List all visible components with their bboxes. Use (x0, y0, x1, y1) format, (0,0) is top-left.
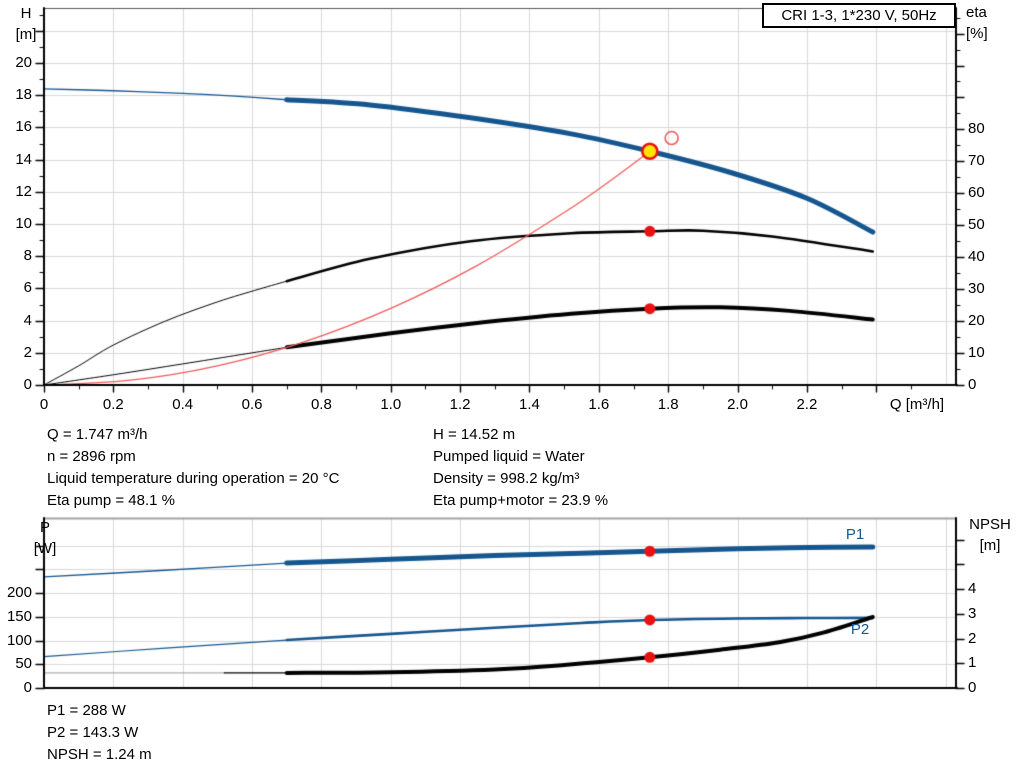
y-left-tick-label: 16 (15, 118, 32, 136)
y-right-tick-label: 1 (968, 654, 977, 672)
x-tick-label: 1.8 (657, 396, 679, 413)
info-line-eta-pump-motor: Eta pump+motor = 23.9 % (433, 492, 609, 509)
npsh-axis-unit: [m] (979, 537, 1001, 554)
y-right-tick-label: 0 (968, 376, 977, 393)
npsh-axis-symbol: NPSH (969, 516, 1011, 533)
y-left-tick-label: 20 (15, 54, 32, 72)
x-tick-label: 1.2 (449, 396, 471, 413)
y-left-tick-label: 12 (15, 182, 32, 200)
x-tick-label: 0.4 (172, 396, 194, 413)
y-left-tick-label: 150 (6, 607, 32, 625)
y-left-tick-label: 200 (6, 584, 32, 602)
info-line-eta-pump: Eta pump = 48.1 % (47, 492, 175, 509)
y-left-tick-label: 4 (23, 311, 32, 329)
info-line-speed: n = 2896 rpm (47, 448, 136, 465)
info-line-head: H = 14.52 m (433, 426, 516, 443)
y-left-tick-label: 2 (23, 343, 32, 361)
y-right-tick-label: 0 (968, 679, 977, 696)
head-axis-unit: [m] (15, 26, 37, 43)
x-tick-label: 2.2 (796, 396, 818, 413)
eta-axis-title: eta [%] (966, 2, 1010, 44)
eta-axis-symbol: eta (966, 4, 987, 21)
power-axis-unit: [W] (33, 540, 57, 557)
info-line-q: Q = 1.747 m³/h (47, 426, 148, 443)
y-right-tick-label: 3 (968, 604, 977, 622)
y-right-tick-label: 2 (968, 629, 977, 647)
info-line-temperature: Liquid temperature during operation = 20… (47, 470, 340, 487)
x-tick-label: 1.4 (519, 396, 540, 413)
x-tick-label: 0.2 (102, 396, 124, 413)
pump-title-box: CRI 1-3, 1*230 V, 50Hz (762, 3, 956, 28)
duty-info-right-column: H = 14.52 m Pumped liquid = Water Densit… (433, 424, 608, 512)
y-right-tick-label: 60 (968, 184, 985, 202)
y-left-tick-label: 50 (15, 655, 32, 673)
head-axis-title: H [m] (8, 3, 44, 45)
y-left-tick-label: 8 (23, 247, 32, 265)
x-tick-label: 1.0 (380, 396, 402, 413)
y-left-tick-label: 0 (23, 376, 32, 393)
flow-axis-title: Q [m³/h] (889, 396, 945, 413)
y-right-tick-label: 20 (968, 312, 985, 330)
info-line-liquid: Pumped liquid = Water (433, 448, 585, 465)
y-right-tick-label: 70 (968, 152, 985, 170)
power-axis-symbol: P (39, 519, 50, 536)
y-left-tick-label: 10 (15, 215, 32, 233)
pump-title-text: CRI 1-3, 1*230 V, 50Hz (781, 7, 937, 24)
y-left-tick-label: 18 (15, 86, 32, 104)
power-info-column: P1 = 288 W P2 = 143.3 W NPSH = 1.24 m (47, 700, 152, 766)
y-left-tick-label: 100 (6, 631, 32, 649)
y-right-tick-label: 10 (968, 344, 985, 362)
y-right-tick-label: 30 (968, 280, 985, 298)
y-left-tick-label: 6 (23, 279, 32, 297)
x-tick-label: 0.8 (310, 396, 332, 413)
info-line-density: Density = 998.2 kg/m³ (433, 470, 580, 487)
x-tick-label: 0.6 (241, 396, 263, 413)
info-line-p1: P1 = 288 W (47, 702, 126, 719)
duty-info-left-column: Q = 1.747 m³/h n = 2896 rpm Liquid tempe… (47, 424, 339, 512)
y-left-tick-label: 14 (15, 150, 32, 168)
eta-axis-unit: [%] (966, 25, 988, 42)
y-left-tick-label: 0 (23, 679, 32, 696)
info-line-npsh: NPSH = 1.24 m (47, 746, 152, 763)
p1-series-label: P1 (845, 526, 865, 543)
y-right-tick-label: 4 (968, 580, 977, 598)
x-tick-label: 1.6 (588, 396, 610, 413)
y-right-tick-label: 50 (968, 216, 985, 234)
power-axis-title: P [W] (24, 517, 66, 559)
info-line-p2: P2 = 143.3 W (47, 724, 139, 741)
p2-series-label: P2 (850, 621, 870, 638)
y-right-tick-label: 80 (968, 120, 985, 138)
x-tick-label: 2.0 (727, 396, 748, 413)
x-tick-label: 0 (39, 396, 49, 413)
npsh-axis-title: NPSH [m] (960, 514, 1020, 556)
head-axis-symbol: H (20, 5, 32, 22)
y-right-tick-label: 40 (968, 248, 985, 266)
